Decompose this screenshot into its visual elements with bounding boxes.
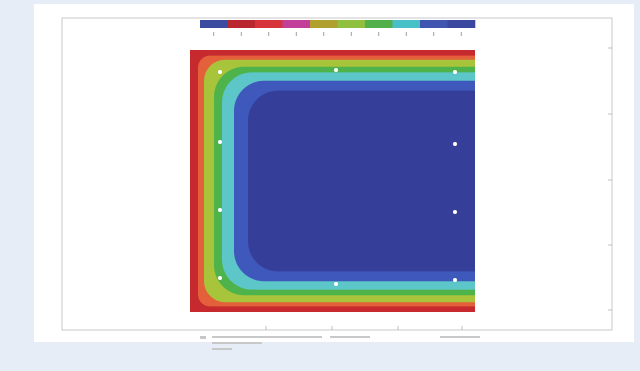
- colorbar-segment: [255, 20, 283, 28]
- colorbar-segment: [447, 20, 476, 28]
- contour-plot: [190, 50, 475, 312]
- colorbar-segment: [282, 20, 311, 28]
- colorbar-segment: [337, 20, 366, 28]
- markers: [218, 68, 457, 286]
- contour-band: [248, 90, 475, 272]
- plot-frame: [61, 17, 613, 331]
- colorbar-segment: [365, 20, 393, 28]
- colorbar-segment: [392, 20, 421, 28]
- colorbar: [200, 20, 476, 36]
- colorbar-segment: [310, 20, 338, 28]
- colorbar-segment: [420, 20, 448, 28]
- caption: [200, 336, 480, 350]
- axis-ticks: [265, 47, 612, 330]
- colorbar-segment: [200, 20, 228, 28]
- colorbar-segment: [227, 20, 256, 28]
